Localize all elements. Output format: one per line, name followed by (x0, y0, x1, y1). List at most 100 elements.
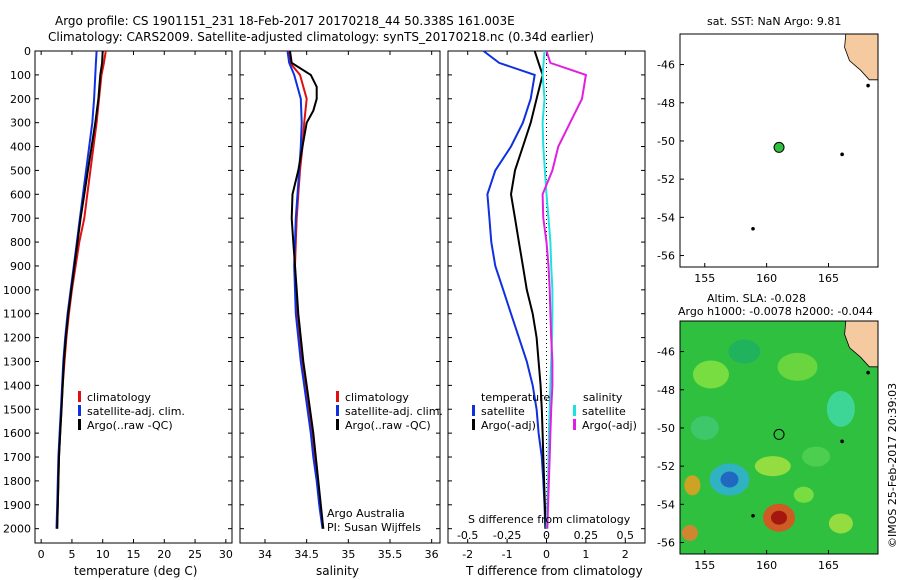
y-tick-label: 1300 (3, 355, 31, 368)
legend-label: satellite (582, 405, 626, 418)
sla-anomaly (828, 513, 853, 534)
map-y-tick-label: -54 (657, 498, 675, 511)
map-x-tick-label: 160 (756, 272, 777, 285)
map-y-tick-label: -50 (657, 135, 675, 148)
y-tick-label: 1600 (3, 427, 31, 440)
legend-swatch-t-argo (472, 419, 475, 430)
series-line-2 (541, 50, 554, 529)
map-y-tick-label: -48 (657, 384, 675, 397)
island (866, 83, 870, 88)
map-frame (679, 33, 879, 268)
map-y-tick-label: -46 (657, 59, 675, 72)
map-y-tick-label: -48 (657, 97, 675, 110)
panel-1: 34 34.5 35 35.5 36 (239, 50, 441, 561)
sla-anomaly (692, 360, 729, 389)
map-x-tick-label: 165 (818, 559, 839, 572)
y-tick-label: 2000 (3, 523, 31, 536)
series-line-1 (286, 50, 324, 529)
map-x-tick-label: 155 (694, 272, 715, 285)
series-line-2 (289, 50, 325, 529)
y-tick-label: 300 (10, 117, 31, 130)
x-top-tick-label: -0.5 (457, 529, 478, 542)
y-tick-label: 1100 (3, 308, 31, 321)
x-tick-label: -1 (502, 548, 513, 561)
legend-label: climatology (345, 391, 409, 404)
argo-float-marker (773, 141, 785, 153)
legend-label: satellite-adj. clim. (87, 405, 185, 418)
map-y-tick-label: -52 (657, 460, 675, 473)
map-sst: 155 160 165 -46 -48 -50 -52 -54 -56 (657, 33, 879, 285)
map-x-tick-label: 165 (818, 272, 839, 285)
legend-swatch-climatology (78, 391, 81, 402)
x-tick-label: 0 (38, 548, 45, 561)
island (866, 370, 870, 375)
plot-frame (34, 50, 233, 544)
y-tick-label: 400 (10, 141, 31, 154)
series-line-3 (541, 50, 588, 529)
legend-swatch-s-argo (573, 419, 576, 430)
y-tick-label: 100 (10, 69, 31, 82)
legend-label: satellite (481, 405, 525, 418)
legend-swatch-satellite (336, 405, 339, 416)
sla-anomaly (720, 471, 739, 488)
legend-swatch-argo (78, 419, 81, 430)
sla-anomaly (684, 475, 701, 496)
legend-swatch-satellite (78, 405, 81, 416)
map-sla-title2: Argo h1000: -0.0078 h2000: -0.044 (678, 305, 873, 318)
sla-anomaly (690, 415, 719, 440)
x-tick-label: 34.5 (294, 548, 319, 561)
x-tick-label: -2 (462, 548, 473, 561)
sla-anomaly (681, 524, 698, 541)
y-tick-label: 700 (10, 212, 31, 225)
sla-anomaly (826, 390, 855, 427)
map-y-tick-label: -46 (657, 346, 675, 359)
x-axis-label-temperature: temperature (deg C) (74, 564, 198, 578)
x-tick-label: 30 (219, 548, 233, 561)
legend-label: Argo(..raw -QC) (345, 419, 431, 432)
y-tick-label: 1700 (3, 451, 31, 464)
x-tick-label: 1 (582, 548, 589, 561)
y-tick-label: 200 (10, 93, 31, 106)
map-sst-title: sat. SST: NaN Argo: 9.81 (707, 15, 842, 28)
y-tick-label: 1400 (3, 379, 31, 392)
legend-swatch-s-satellite (573, 405, 576, 416)
series-line-1 (509, 50, 547, 529)
x-tick-label: 25 (188, 548, 202, 561)
y-tick-label: 500 (10, 164, 31, 177)
sla-anomaly (793, 486, 814, 503)
x-tick-label: 5 (68, 548, 75, 561)
sla-anomaly (777, 352, 818, 381)
map-sla: 155 160 165 -46 -48 -50 -52 -54 -56 (657, 320, 879, 572)
legend-swatch-argo (336, 419, 339, 430)
chart-title-line1: Argo profile: CS 1901151_231 18-Feb-2017… (55, 14, 515, 28)
map-y-tick-label: -54 (657, 211, 675, 224)
legend-label: satellite-adj. clim. (345, 405, 443, 418)
y-tick-label: 900 (10, 260, 31, 273)
island (840, 439, 844, 444)
x-axis-label-salinity: salinity (316, 564, 360, 578)
map-frame (679, 320, 879, 555)
x-top-tick-label: 0.25 (574, 529, 599, 542)
y-tick-label: 1800 (3, 475, 31, 488)
sla-anomaly (754, 456, 791, 477)
legend-heading-salinity: salinity (583, 391, 623, 404)
sla-anomaly (771, 510, 787, 525)
argo-float-marker (773, 428, 785, 440)
legend-heading-temperature: temperature (481, 391, 551, 404)
y-tick-label: 0 (24, 45, 31, 58)
x-top-tick-label: 0.5 (617, 529, 635, 542)
sla-anomaly (728, 339, 761, 364)
map-y-tick-label: -56 (657, 537, 675, 550)
island (840, 152, 844, 157)
legend-swatch-t-satellite (472, 405, 475, 416)
legend-label: Argo(-adj) (481, 419, 536, 432)
series-line-2 (56, 50, 104, 529)
x-top-tick-label: -0.25 (493, 529, 521, 542)
y-tick-label: 800 (10, 236, 31, 249)
y-tick-label: 1900 (3, 499, 31, 512)
island (751, 227, 755, 231)
y-tick-label: 600 (10, 188, 31, 201)
map-x-tick-label: 160 (756, 559, 777, 572)
legend-label: Argo(..raw -QC) (87, 419, 173, 432)
